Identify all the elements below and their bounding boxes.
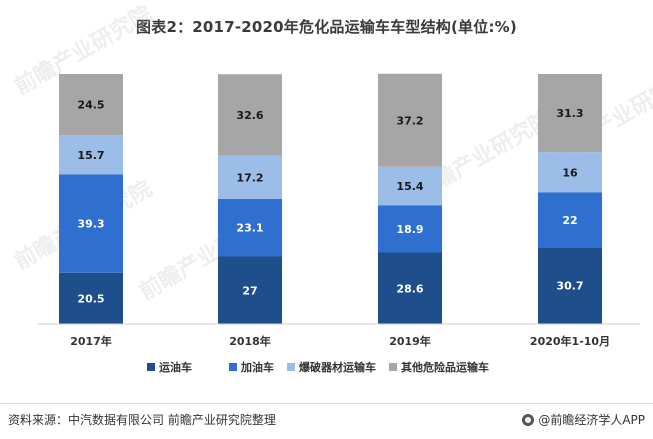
- category-label: 2019年: [389, 334, 431, 348]
- legend-label: 加油车: [240, 360, 274, 374]
- bars-layer: 20.5 39.3 15.7 24.5 27 23.1 17.2 32.6 28.6 18.9 15…: [59, 73, 602, 324]
- chart-title: 图表2：2017-2020年危化品运输车车型结构(单位:%): [136, 18, 517, 36]
- bar-segment: [218, 256, 282, 324]
- data-label: 20.5: [77, 292, 104, 305]
- legend-label: 爆破器材运输车: [299, 360, 376, 374]
- legend-swatch: [389, 363, 397, 371]
- data-label: 23.1: [236, 222, 263, 235]
- footer-divider: [0, 403, 653, 404]
- category-label: 2018年: [229, 334, 271, 348]
- legend-swatch: [147, 363, 155, 371]
- bar-segment: [218, 198, 282, 257]
- bar-stack: 27 23.1 17.2 32.6: [218, 74, 282, 324]
- data-label: 31.3: [556, 107, 583, 120]
- bar-segment: [538, 152, 602, 193]
- legend: 运油车 加油车 爆破器材运输车 其他危险品运输车: [147, 360, 489, 374]
- data-label: 16: [562, 166, 578, 179]
- data-label: 15.4: [396, 180, 423, 193]
- bar-stack: 30.7 22 16 31.3: [538, 74, 602, 324]
- legend-swatch: [229, 363, 237, 371]
- data-label: 37.2: [396, 114, 423, 127]
- brand-credit: @前瞻经济学人APP: [522, 411, 645, 428]
- data-label: 32.6: [236, 109, 263, 122]
- bar-segment: [59, 272, 123, 324]
- bar-segment: [538, 192, 602, 248]
- data-label: 18.9: [396, 223, 423, 236]
- category-labels: 2017年 2018年 2019年 2020年1-10月: [70, 334, 610, 348]
- data-label: 28.6: [396, 282, 423, 295]
- legend-item: 加油车: [229, 360, 274, 374]
- legend-item: 运油车: [147, 360, 192, 374]
- bar-segment: [378, 166, 442, 206]
- bar-segment: [218, 155, 282, 199]
- bar-segment: [538, 74, 602, 153]
- data-label: 17.2: [236, 171, 263, 184]
- bar-segment: [59, 174, 123, 273]
- bar-segment: [59, 74, 123, 136]
- stacked-bar-chart: 前瞻产业研究院前瞻产业研究院前瞻产业研究院前瞻产业研究院前瞻产业研究院 20.5…: [10, 1, 653, 374]
- legend-item: 爆破器材运输车: [287, 360, 376, 374]
- data-label: 22: [562, 214, 577, 227]
- bar-stack: 20.5 39.3 15.7 24.5: [59, 74, 123, 324]
- source-note: 资料来源：中汽数据有限公司 前瞻产业研究院整理: [8, 413, 276, 427]
- bar-segment: [378, 73, 442, 167]
- bar-segment: [538, 247, 602, 324]
- brand-text: @前瞻经济学人APP: [538, 413, 645, 427]
- legend-item: 其他危险品运输车: [389, 360, 489, 374]
- bar-segment: [59, 135, 123, 175]
- legend-label: 其他危险品运输车: [401, 360, 489, 374]
- bar-stack: 28.6 18.9 15.4 37.2: [378, 73, 442, 324]
- data-label: 27: [242, 284, 257, 297]
- legend-label: 运油车: [159, 360, 192, 374]
- data-label: 24.5: [77, 99, 104, 112]
- data-label: 15.7: [77, 149, 104, 162]
- bar-segment: [378, 205, 442, 253]
- category-label: 2020年1-10月: [530, 334, 610, 348]
- brand-logo-icon: [522, 413, 535, 426]
- data-label: 30.7: [556, 280, 583, 293]
- bar-segment: [218, 74, 282, 156]
- category-label: 2017年: [70, 334, 112, 348]
- bar-segment: [378, 252, 442, 324]
- legend-swatch: [287, 363, 295, 371]
- data-label: 39.3: [77, 218, 104, 231]
